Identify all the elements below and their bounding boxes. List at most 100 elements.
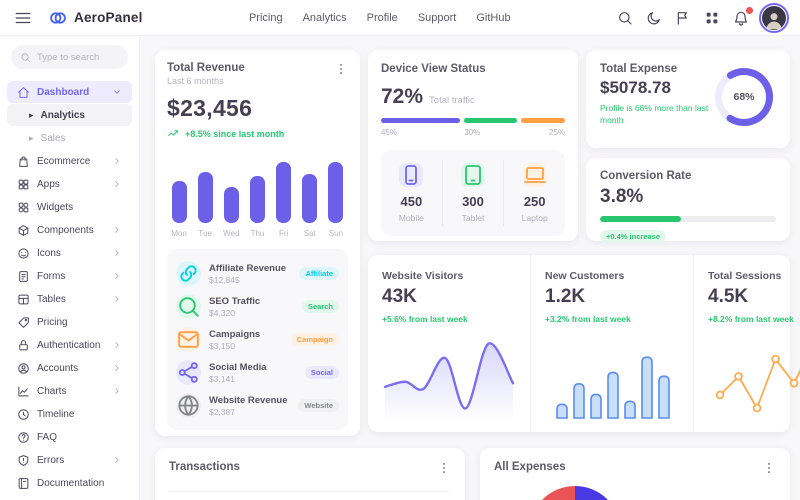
revenue-bar <box>328 162 344 223</box>
laptop-icon <box>522 163 547 187</box>
revenue-bar-group: Fri <box>274 162 294 238</box>
sidebar-item-analytics[interactable]: ▸ Analytics <box>7 104 132 126</box>
faq-icon <box>17 431 30 444</box>
device-view-status-card: Device View Status 72% Total traffic 45%… <box>368 50 578 241</box>
sidebar-item-faq[interactable]: FAQ <box>7 426 132 448</box>
nav-link-profile[interactable]: Profile <box>366 11 398 24</box>
source-name: Social Media <box>209 361 267 373</box>
weekly-revenue-bar-chart: Mon Tue Wed Thu Fri Sat Sun <box>169 162 346 238</box>
notifications-icon[interactable] <box>733 5 754 26</box>
revenue-bar-label: Wed <box>223 229 240 238</box>
charts-icon <box>17 385 30 398</box>
sidebar-item-widgets[interactable]: Widgets <box>7 196 132 218</box>
nav-link-analytics[interactable]: Analytics <box>302 11 347 24</box>
sidebar-item-ecommerce[interactable]: Ecommerce <box>7 150 132 172</box>
source-badge: Social <box>304 366 339 379</box>
user-avatar[interactable] <box>758 2 789 33</box>
device-total-percent: 72% <box>381 85 424 108</box>
apps-icon[interactable] <box>704 10 720 26</box>
sessions-marker <box>734 372 743 381</box>
sidebar-item-support[interactable]: Support <box>7 495 132 500</box>
traffic-segment-mobile: 45% <box>381 118 461 137</box>
search-input[interactable] <box>37 51 117 63</box>
sidebar-item-label: Errors <box>37 454 65 466</box>
sidebar-item-errors[interactable]: Errors <box>7 449 132 471</box>
source-name: Website Revenue <box>209 394 288 406</box>
device-stat-value: 450 <box>400 194 423 209</box>
sidebar-item-documentation[interactable]: Documentation <box>7 472 132 494</box>
brand-name: AeroPanel <box>74 10 143 25</box>
card-title: Transactions <box>169 461 240 473</box>
flag-icon[interactable] <box>675 10 691 26</box>
customers-bar <box>607 371 619 419</box>
customers-bar <box>590 393 602 419</box>
revenue-bar-label: Thu <box>250 229 265 238</box>
share-icon <box>176 360 201 385</box>
authentication-icon <box>17 339 30 352</box>
total-sessions-chart <box>708 330 800 422</box>
sidebar-item-icons[interactable]: Icons <box>7 242 132 264</box>
hamburger-menu-icon[interactable] <box>14 9 32 27</box>
sidebar-item-apps[interactable]: Apps <box>7 173 132 195</box>
sidebar-item-sales[interactable]: ▸ Sales <box>7 127 132 149</box>
kebab-menu-icon[interactable] <box>437 461 451 475</box>
donut-label: 68% <box>733 91 755 103</box>
tables-icon <box>17 293 30 306</box>
sidebar-item-label: Widgets <box>37 201 74 213</box>
sidebar-item-accounts[interactable]: Accounts <box>7 357 132 379</box>
stat-title: New Customers <box>545 270 625 282</box>
sidebar-item-forms[interactable]: Forms <box>7 265 132 287</box>
customers-bar <box>573 382 585 419</box>
source-name: Affiliate Revenue <box>209 262 287 274</box>
revenue-bar <box>249 175 265 223</box>
sidebar-item-components[interactable]: Components <box>7 219 132 241</box>
revenue-sources-list: Affiliate Revenue $12,845 Affiliate SEO … <box>167 249 348 430</box>
search-icon[interactable] <box>617 10 633 26</box>
nav-link-pricing[interactable]: Pricing <box>248 11 283 24</box>
expense-amount: $5078.78 <box>600 78 671 97</box>
search-icon <box>176 294 201 319</box>
sidebar-item-pricing[interactable]: Pricing <box>7 311 132 333</box>
logo-icon <box>48 8 68 28</box>
nav-link-support[interactable]: Support <box>417 11 457 24</box>
documentation-icon <box>17 477 30 490</box>
chevron-down-icon <box>112 87 122 97</box>
sidebar-search[interactable] <box>11 45 128 69</box>
traffic-segment-label: 30% <box>464 128 481 137</box>
revenue-source-row: SEO Traffic $4,320 Search <box>176 290 339 323</box>
errors-icon <box>17 454 30 467</box>
revenue-bar-group: Sat <box>300 162 320 238</box>
transactions-card: Transactions Source NameStatusAmount <box>155 448 465 500</box>
sidebar-item-label: Icons <box>37 247 61 259</box>
main-content: Total Revenue Last 6 months $23,456 +8.5… <box>140 36 800 500</box>
chevron-right-icon <box>112 363 122 373</box>
revenue-bar <box>223 187 239 223</box>
kebab-menu-icon[interactable] <box>762 461 776 475</box>
chevron-right-icon <box>112 271 122 281</box>
chevron-right-icon <box>112 179 122 189</box>
dark-mode-icon[interactable] <box>646 10 662 26</box>
sidebar-item-tables[interactable]: Tables <box>7 288 132 310</box>
chevron-right-icon <box>112 225 122 235</box>
sidebar-item-label: Authentication <box>37 339 101 351</box>
sidebar-item-dashboard[interactable]: Dashboard <box>7 81 132 103</box>
stat-trend: +5.6% from last week <box>382 314 468 324</box>
customers-bar <box>658 375 670 419</box>
kebab-menu-icon[interactable] <box>334 62 348 76</box>
device-traffic-progress: 45% 30% 25% <box>381 118 565 137</box>
sidebar-item-timeline[interactable]: Timeline <box>7 403 132 425</box>
source-name: Campaigns <box>209 328 261 340</box>
device-stat-label: Laptop <box>521 213 548 223</box>
search-icon <box>20 52 31 63</box>
sidebar-item-authentication[interactable]: Authentication <box>7 334 132 356</box>
nav-link-github[interactable]: GitHub <box>476 11 511 24</box>
revenue-bar-group: Mon <box>169 162 189 238</box>
stat-value: 1.2K <box>545 286 586 307</box>
brand[interactable]: AeroPanel <box>48 8 143 28</box>
forms-icon <box>17 270 30 283</box>
sidebar-item-label: Charts <box>37 385 67 397</box>
sidebar-item-label: Dashboard <box>37 86 90 98</box>
sidebar-item-charts[interactable]: Charts <box>7 380 132 402</box>
card-title: All Expenses <box>494 461 566 473</box>
